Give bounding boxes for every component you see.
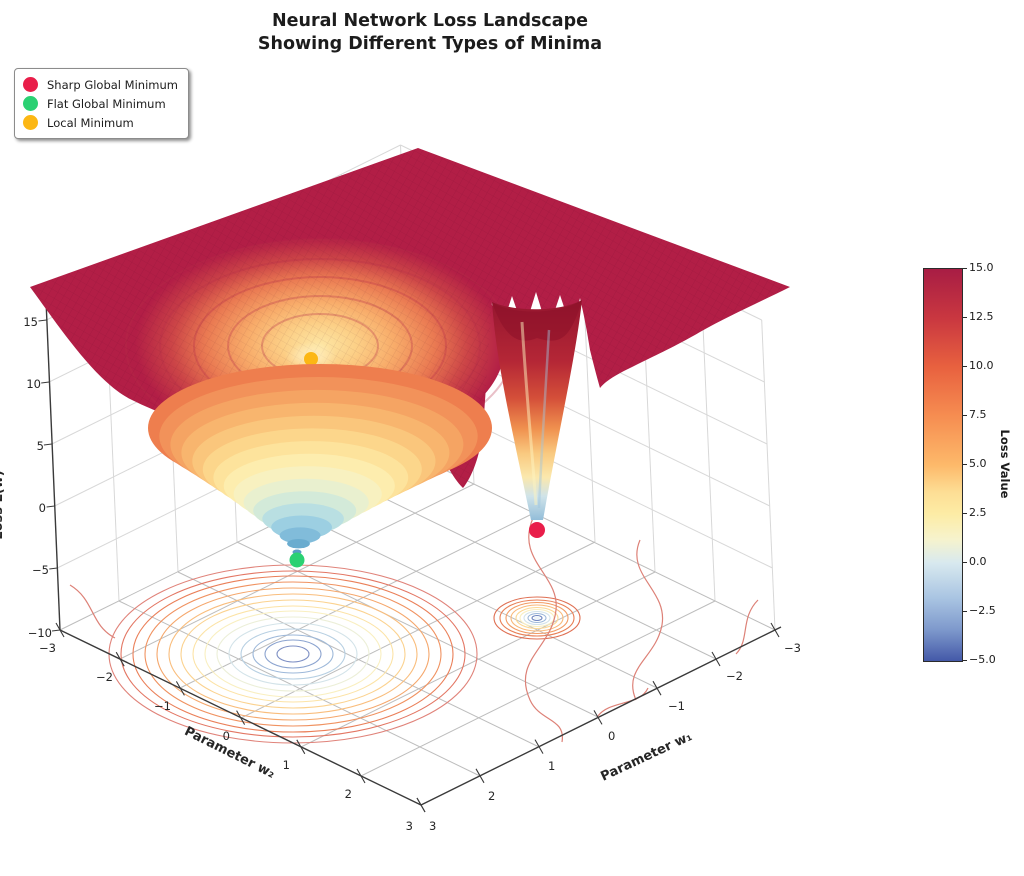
colorbar (923, 268, 963, 662)
svg-text:0: 0 (608, 729, 615, 743)
svg-text:−3: −3 (39, 641, 56, 655)
svg-text:15: 15 (23, 315, 38, 329)
svg-text:−1: −1 (668, 699, 685, 713)
legend-item-local-minimum: Local Minimum (23, 113, 178, 132)
colorbar-tick-label: 12.5 (969, 310, 994, 323)
svg-text:1: 1 (548, 759, 555, 773)
colorbar-tick-label: 7.5 (969, 408, 987, 421)
legend-item-flat-global-minimum: Flat Global Minimum (23, 94, 178, 113)
legend-item-label: Flat Global Minimum (47, 96, 166, 111)
colorbar-tick-label: 15.0 (969, 261, 994, 274)
colorbar-tick (962, 660, 967, 661)
chart-title: Neural Network Loss Landscape Showing Di… (0, 10, 860, 56)
svg-text:−2: −2 (726, 669, 743, 683)
colorbar-tick (962, 366, 967, 367)
chart-title-line1: Neural Network Loss Landscape (272, 11, 588, 31)
flat-global-minimum-swatch-icon (23, 96, 38, 111)
svg-text:2: 2 (345, 787, 352, 801)
colorbar-tick-label: 2.5 (969, 506, 987, 519)
svg-text:10: 10 (26, 377, 41, 391)
svg-text:1: 1 (283, 758, 290, 772)
colorbar-tick-label: 10.0 (969, 359, 994, 372)
svg-text:3: 3 (406, 819, 413, 833)
flat-minimum-marker (289, 552, 305, 568)
axis-tick-marks (38, 319, 780, 813)
colorbar-tick-label: −2.5 (969, 604, 996, 617)
legend: Sharp Global Minimum Flat Global Minimum… (14, 68, 189, 139)
svg-text:−2: −2 (96, 670, 113, 684)
x-axis-tick-labels: −3 −2 −1 0 1 2 3 (39, 641, 413, 833)
z-axis-tick-labels: 15 10 5 0 −5 −10 (23, 315, 52, 640)
colorbar-label: Loss Value (998, 429, 1012, 499)
svg-text:−1: −1 (154, 699, 171, 713)
svg-text:3: 3 (429, 819, 436, 833)
sharp-global-minimum-swatch-icon (23, 77, 38, 92)
floor-contours-sharp-minimum (493, 596, 581, 640)
svg-text:0: 0 (39, 501, 46, 515)
svg-text:5: 5 (37, 439, 44, 453)
svg-text:−10: −10 (28, 626, 52, 640)
chart-title-line2: Showing Different Types of Minima (257, 34, 603, 54)
floor-contours-flat-minimum (108, 564, 478, 744)
sharp-minimum-marker (529, 522, 545, 538)
colorbar-tick (962, 611, 967, 612)
colorbar-tick (962, 415, 967, 416)
legend-item-label: Sharp Global Minimum (47, 77, 178, 92)
local-minimum-marker (304, 352, 318, 366)
legend-item-sharp-global-minimum: Sharp Global Minimum (23, 75, 178, 94)
svg-text:2: 2 (488, 789, 495, 803)
legend-item-label: Local Minimum (47, 115, 134, 130)
colorbar-tick-label: −5.0 (969, 653, 996, 666)
z-axis-label: Loss L(w) (0, 470, 6, 539)
colorbar-tick (962, 513, 967, 514)
colorbar-tick-label: 5.0 (969, 457, 987, 470)
colorbar-tick (962, 562, 967, 563)
flat-minimum-bowl (148, 364, 492, 555)
colorbar-tick (962, 268, 967, 269)
svg-text:0: 0 (223, 729, 230, 743)
colorbar-tick (962, 464, 967, 465)
sharp-minimum-spike (492, 300, 582, 520)
y-axis-tick-labels: 3 2 1 0 −1 −2 −3 (429, 641, 801, 833)
svg-text:−3: −3 (784, 641, 801, 655)
colorbar-tick-label: 0.0 (969, 555, 987, 568)
svg-text:−5: −5 (32, 563, 49, 577)
floor-contours-open-curves (69, 517, 759, 743)
local-minimum-swatch-icon (23, 115, 38, 130)
colorbar-tick (962, 317, 967, 318)
